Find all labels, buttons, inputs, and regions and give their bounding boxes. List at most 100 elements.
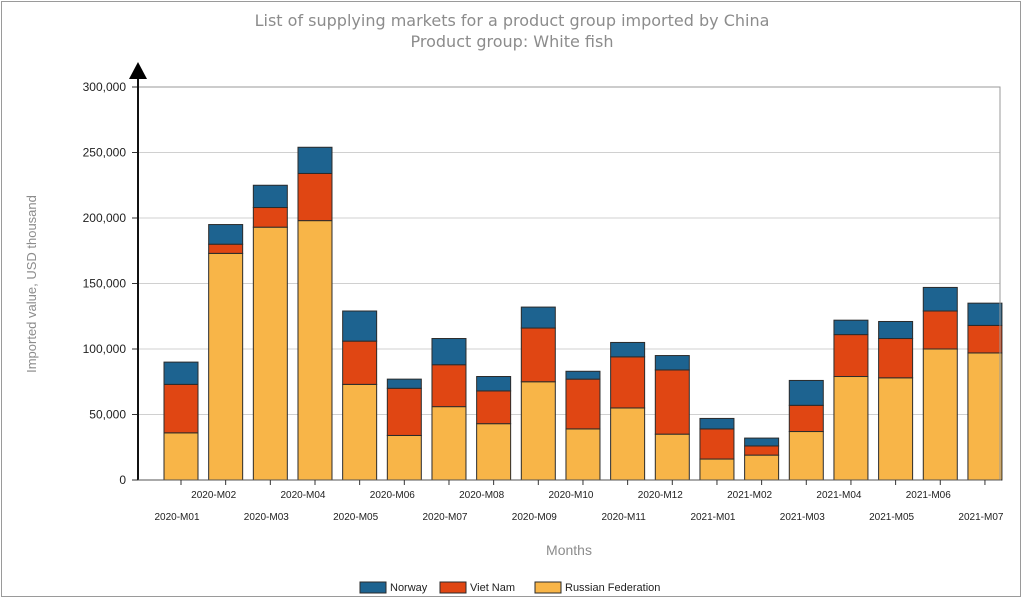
legend-item: Viet Nam: [439, 581, 515, 594]
x-tick-label: 2020-M11: [601, 512, 646, 523]
bar-russian-federation: [967, 352, 1003, 481]
bar-russian-federation: [297, 220, 333, 481]
x-tick-label: 2020-M10: [548, 490, 593, 501]
bar-russian-federation: [610, 407, 646, 481]
x-tick-label: 2021-M03: [780, 512, 825, 523]
bar-viet-nam: [476, 390, 512, 425]
bar-norway: [878, 320, 914, 340]
bar-norway: [788, 379, 824, 406]
bar-norway: [654, 355, 690, 371]
x-tick-label: 2020-M09: [512, 512, 557, 523]
bar-russian-federation: [878, 377, 914, 481]
bar-russian-federation: [252, 226, 288, 481]
bar-russian-federation: [565, 428, 601, 481]
bar-russian-federation: [163, 432, 199, 481]
bar-norway: [386, 378, 422, 389]
x-tick-label: 2021-M05: [869, 512, 914, 523]
bar-russian-federation: [520, 381, 556, 481]
legend-swatch: [534, 581, 562, 594]
bar-viet-nam: [342, 340, 378, 385]
bar-russian-federation: [654, 433, 690, 481]
bar-viet-nam: [922, 310, 958, 350]
bar-viet-nam: [788, 404, 824, 433]
x-tick-label: 2020-M08: [459, 490, 504, 501]
bar-norway: [252, 184, 288, 209]
y-tick-label: 200,000: [83, 211, 127, 225]
bar-viet-nam: [386, 387, 422, 436]
bar-viet-nam: [654, 369, 690, 435]
bars: [163, 146, 1003, 481]
x-tick-label: 2020-M01: [154, 512, 199, 523]
bar-russian-federation: [744, 454, 780, 481]
y-axis-label: Imported value, USD thousand: [24, 195, 39, 373]
y-tick-label: 300,000: [83, 80, 127, 94]
x-tick-label: 2021-M01: [690, 512, 735, 523]
legend-label: Viet Nam: [470, 582, 515, 594]
bar-norway: [208, 224, 244, 245]
y-tick-label: 100,000: [83, 342, 127, 356]
bar-russian-federation: [922, 348, 958, 481]
y-tick-label: 0: [119, 473, 126, 487]
legend-item: Norway: [359, 581, 428, 594]
bar-viet-nam: [208, 243, 244, 254]
y-tick-labels: 0 50,000 100,000 150,000 200,000 250,000 300,0…: [83, 80, 127, 487]
bar-norway: [833, 319, 869, 336]
x-tick-label: 2020-M07: [422, 512, 467, 523]
bar-viet-nam: [163, 383, 199, 434]
legend: Norway Viet Nam Russian Federation: [359, 581, 660, 594]
bar-norway: [922, 286, 958, 312]
bar-norway: [610, 341, 646, 358]
bar-russian-federation: [476, 423, 512, 481]
legend-item: Russian Federation: [534, 581, 660, 594]
bar-russian-federation: [833, 376, 869, 481]
x-tick-label: 2021-M04: [816, 490, 861, 501]
x-tick-label: 2020-M02: [191, 490, 236, 501]
legend-swatch: [439, 581, 467, 594]
chart-subtitle: Product group: White fish: [410, 32, 614, 51]
bar-viet-nam: [297, 172, 333, 222]
legend-swatch: [359, 581, 387, 594]
x-tick-label: 2020-M03: [244, 512, 289, 523]
bar-norway: [520, 306, 556, 329]
bar-viet-nam: [252, 207, 288, 228]
x-tick-label: 2020-M05: [333, 512, 378, 523]
bar-viet-nam: [967, 324, 1003, 354]
x-tick-label: 2020-M06: [370, 490, 415, 501]
bar-russian-federation: [699, 458, 735, 481]
bar-russian-federation: [342, 383, 378, 481]
bar-russian-federation: [431, 406, 467, 481]
bar-viet-nam: [833, 334, 869, 378]
bar-viet-nam: [610, 356, 646, 409]
bar-norway: [699, 417, 735, 430]
bar-viet-nam: [565, 378, 601, 430]
y-tick-label: 150,000: [83, 277, 127, 291]
bar-norway: [431, 338, 467, 366]
bar-viet-nam: [431, 364, 467, 408]
legend-label: Russian Federation: [565, 582, 660, 594]
x-axis-label: Months: [546, 542, 592, 558]
legend-label: Norway: [390, 582, 428, 594]
bar-norway: [744, 437, 780, 447]
bar-norway: [565, 370, 601, 380]
bar-viet-nam: [699, 428, 735, 460]
y-tick-label: 250,000: [83, 146, 127, 160]
bar-russian-federation: [788, 431, 824, 481]
x-tick-label: 2020-M12: [638, 490, 683, 501]
bar-russian-federation: [208, 252, 244, 481]
bar-norway: [297, 146, 333, 174]
axes: [129, 62, 1001, 485]
bar-norway: [967, 302, 1003, 326]
bar-viet-nam: [520, 327, 556, 383]
x-tick-label: 2021-M02: [727, 490, 772, 501]
x-tick-label: 2020-M04: [280, 490, 325, 501]
y-axis-arrow: [129, 62, 147, 79]
chart-title: List of supplying markets for a product …: [254, 11, 770, 30]
bar-russian-federation: [386, 434, 422, 481]
x-tick-label: 2021-M06: [906, 490, 951, 501]
bar-viet-nam: [878, 338, 914, 379]
y-tick-label: 50,000: [89, 408, 126, 422]
bar-viet-nam: [744, 445, 780, 456]
bar-norway: [342, 310, 378, 342]
